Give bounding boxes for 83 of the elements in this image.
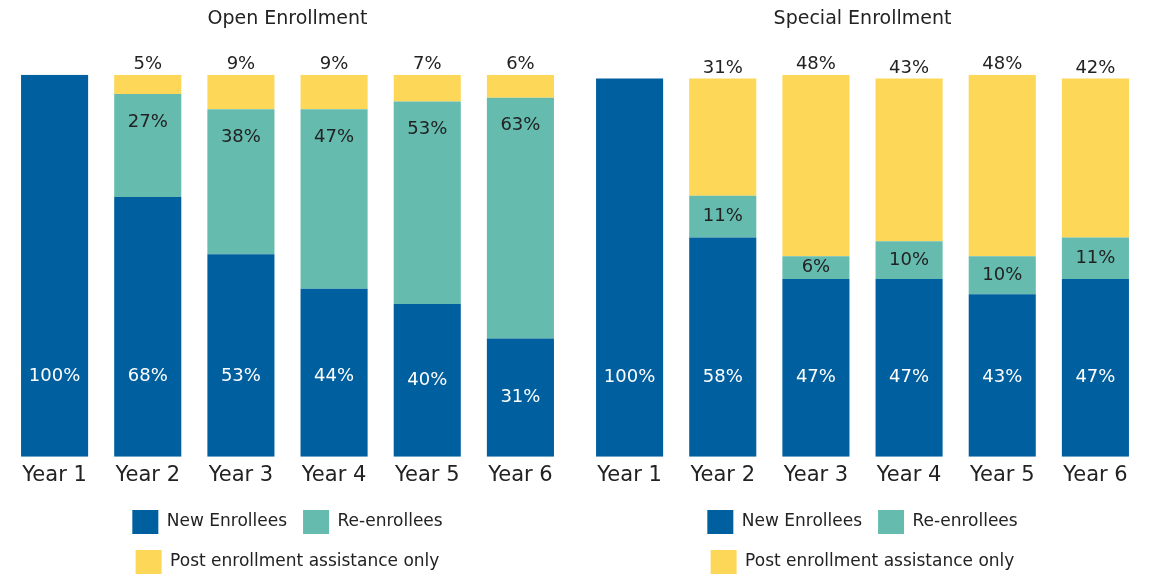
data-label: 44% [314,364,355,386]
data-label: 47% [889,365,930,387]
data-label: 7% [412,52,442,74]
data-label: 63% [500,113,541,135]
bar [596,78,664,457]
bar [968,74,1036,257]
x-tick-label: Year 4 [875,461,942,486]
data-label: 9% [226,52,256,74]
data-label: 43% [889,56,930,78]
x-tick-label: Year 2 [689,461,755,486]
data-label: 100% [603,365,656,387]
data-label: 11% [1075,245,1116,267]
data-label: 68% [127,364,168,386]
bar [689,195,757,238]
data-label: 42% [1075,56,1116,78]
data-label: 100% [28,364,81,386]
chart-title: Special Enrollment [773,6,952,29]
legend-label: New Enrollees [741,510,863,531]
bar [207,74,275,110]
legend-label: New Enrollees [166,510,288,531]
x-tick-label: Year 2 [114,461,180,486]
data-label: 53% [220,364,261,386]
x-tick-label: Year 6 [1062,461,1128,486]
data-label: 27% [127,109,168,131]
data-label: 10% [982,262,1023,284]
x-tick-label: Year 1 [596,461,662,486]
bar [689,237,757,457]
data-label: 11% [702,204,743,226]
bar [114,74,182,94]
data-label: 38% [220,124,261,146]
bar [1061,237,1129,280]
x-tick-label: Year 5 [969,461,1035,486]
legend-label: Post enrollment assistance only [745,550,1015,571]
data-label: 43% [982,365,1023,387]
bar [393,101,461,304]
x-tick-label: Year 3 [782,461,849,486]
data-label: 58% [702,365,743,387]
x-tick-label: Year 5 [394,461,460,486]
bar [207,254,275,457]
data-label: 47% [1075,365,1116,387]
data-label: 48% [795,52,836,74]
bar [21,74,89,457]
legend-label: Re-enrollees [912,510,1018,531]
data-label: 48% [982,52,1023,74]
data-label: 53% [407,117,448,139]
bar [1061,78,1129,238]
bar [782,74,850,257]
bar [393,74,461,102]
data-label: 5% [133,52,163,74]
bar [486,97,554,339]
bar [875,241,943,280]
bar [782,279,850,457]
data-label: 9% [319,52,349,74]
bar [1061,279,1129,457]
data-label: 47% [314,124,355,146]
legend-label: Post enrollment assistance only [170,550,440,571]
bar [393,304,461,457]
data-label: 6% [801,255,831,277]
data-label: 6% [506,52,535,74]
x-tick-label: Year 4 [300,461,367,486]
bar [689,78,757,196]
bar [486,74,554,98]
legend-label: Re-enrollees [337,510,443,531]
bar [300,109,368,289]
data-label: 31% [500,385,541,407]
bar [300,288,368,457]
bar [114,93,182,198]
data-label: 31% [702,56,743,78]
bar [875,279,943,457]
x-tick-label: Year 3 [207,461,274,486]
bar [207,109,275,255]
x-tick-label: Year 1 [21,461,87,486]
data-label: 10% [889,247,930,269]
bar [114,197,182,457]
bar [486,338,554,457]
data-label: 40% [407,368,448,390]
bar [875,78,943,242]
x-tick-label: Year 6 [487,461,553,486]
bar [968,294,1036,457]
chart-title: Open Enrollment [207,6,368,29]
bar [300,74,368,110]
data-label: 47% [795,365,836,387]
bar [968,256,1036,295]
